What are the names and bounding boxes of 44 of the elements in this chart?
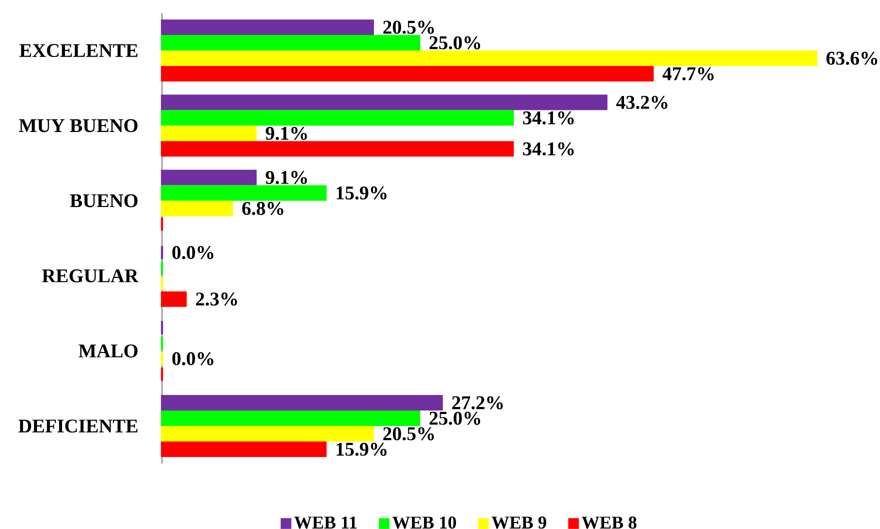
data-label: 34.1%: [523, 142, 574, 156]
legend-label: WEB 11: [294, 516, 357, 529]
y-tick-label: REGULAR: [42, 269, 139, 282]
data-label: 20.5%: [383, 20, 434, 34]
data-label: 0.0%: [172, 352, 214, 366]
bar: [160, 410, 420, 426]
bar: [160, 94, 608, 110]
y-tick-label: BUENO: [70, 194, 138, 208]
data-label: 27.2%: [452, 396, 503, 410]
legend-label: WEB 9: [492, 516, 546, 529]
bar: [160, 141, 514, 157]
data-label: 25.0%: [430, 412, 480, 425]
bar: [160, 50, 818, 66]
legend-label: WEB 10: [392, 516, 456, 529]
data-label: 15.9%: [336, 442, 387, 456]
bar: [160, 185, 327, 201]
data-label: 47.7%: [662, 67, 714, 80]
legend-label: WEB 8: [582, 516, 636, 529]
data-label: 15.9%: [336, 186, 387, 200]
bar: [160, 35, 420, 51]
data-label: 20.5%: [383, 427, 434, 440]
data-label: 6.8%: [242, 202, 284, 216]
bar: [160, 200, 234, 216]
data-label: 9.1%: [266, 170, 307, 184]
data-label: 43.2%: [616, 96, 668, 109]
bar: [160, 426, 374, 442]
data-label: 0.0%: [172, 246, 214, 260]
bar: [160, 66, 654, 82]
y-tick-label: MUY BUENO: [19, 119, 138, 132]
bar: [160, 291, 187, 307]
y-tick-label: EXCELENTE: [20, 44, 138, 58]
data-label: 34.1%: [523, 111, 574, 124]
bar: [160, 395, 443, 411]
y-tick-label: DEFICIENTE: [18, 420, 138, 433]
data-label: 2.3%: [196, 292, 237, 306]
bar: [160, 20, 374, 36]
bar: [160, 110, 514, 126]
bar: [160, 170, 257, 186]
data-label: 9.1%: [266, 126, 307, 140]
data-label: 63.6%: [826, 52, 878, 65]
y-tick-label: MALO: [78, 344, 138, 358]
bar: [160, 442, 327, 458]
data-label: 25.0%: [430, 36, 480, 50]
bar: [160, 126, 257, 142]
